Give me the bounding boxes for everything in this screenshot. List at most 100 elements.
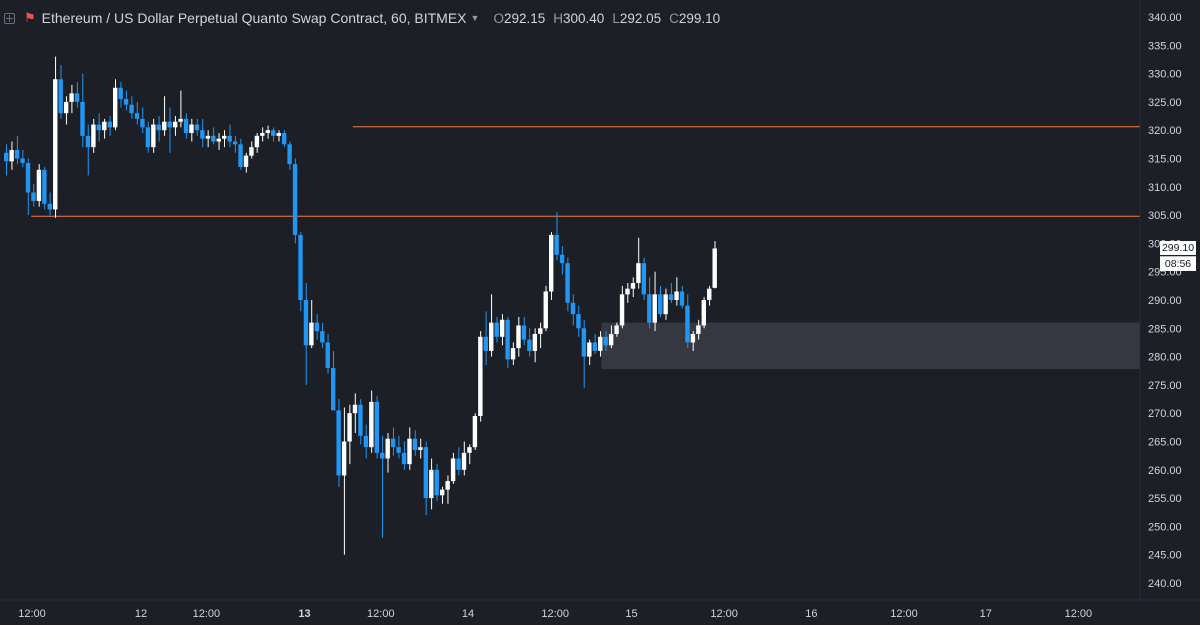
candle	[303, 283, 309, 385]
candle-body	[472, 416, 478, 448]
candle	[156, 116, 161, 142]
candle	[652, 271, 657, 332]
candle	[380, 435, 385, 538]
candle	[510, 342, 516, 366]
price-tick-label: 325.00	[1148, 97, 1182, 109]
expand-icon[interactable]	[4, 12, 15, 24]
candle	[172, 116, 178, 136]
high-label: H	[553, 10, 564, 26]
close-value: 299.10	[678, 10, 721, 26]
candle-body	[211, 135, 216, 142]
candle-body	[679, 291, 685, 306]
candle-body	[641, 263, 647, 295]
candle	[489, 294, 494, 357]
candle	[292, 158, 298, 244]
low-label: L	[612, 10, 620, 26]
candle-body	[123, 99, 129, 105]
candle-body	[630, 283, 636, 289]
candle-body	[516, 325, 521, 349]
candle	[450, 452, 456, 484]
candle	[434, 464, 439, 501]
low-value: 292.05	[619, 10, 662, 26]
candle	[178, 90, 183, 128]
candle	[625, 283, 630, 303]
candle	[331, 350, 336, 411]
candle-body	[113, 87, 118, 128]
candle	[587, 339, 592, 366]
candle	[401, 441, 407, 470]
chart-legend-header: ⚑ Ethereum / US Dollar Perpetual Quanto …	[4, 9, 720, 27]
candle-body	[494, 322, 499, 337]
candle	[581, 319, 587, 388]
candle	[53, 56, 58, 218]
candle-body	[298, 234, 303, 300]
candle-body	[129, 104, 134, 114]
candle-body	[608, 333, 614, 346]
time-tick-label: 14	[462, 608, 474, 620]
high-value: 300.40	[563, 10, 605, 26]
candle	[532, 328, 538, 363]
candle-body	[178, 118, 183, 122]
candle-body	[614, 325, 619, 334]
candle-body	[91, 124, 96, 148]
candle	[189, 118, 194, 142]
candle	[592, 333, 597, 354]
candles-layer	[4, 56, 717, 555]
candle-body	[527, 339, 532, 351]
candle-body	[276, 133, 281, 136]
candle-body	[292, 164, 298, 235]
candle-body	[238, 144, 243, 167]
candle-body	[36, 169, 42, 201]
price-tick-label: 330.00	[1148, 69, 1182, 81]
time-axis[interactable]: 12:00 12 12:00 13 12:00 14 12:00 15 12:00 16 12:00…	[18, 608, 1092, 620]
candle-body	[658, 294, 663, 315]
candle-body	[538, 328, 543, 334]
candle-body	[118, 87, 123, 100]
candle-body	[652, 294, 657, 323]
ohlc-readout: O292.15 H300.40 L292.05 C299.10	[493, 11, 720, 26]
candle	[543, 285, 548, 332]
candle	[608, 325, 614, 349]
candle-body	[140, 118, 145, 128]
price-tick-label: 280.00	[1148, 352, 1182, 364]
candle	[570, 294, 576, 326]
candle	[96, 113, 102, 142]
candle-body	[412, 438, 418, 450]
time-tick-label: 12:00	[710, 608, 738, 620]
time-tick-label: 16	[805, 608, 817, 620]
candle-body	[690, 333, 696, 343]
candle-body	[42, 169, 47, 204]
candle	[565, 257, 570, 312]
candle	[385, 433, 390, 473]
candle-body	[554, 234, 559, 255]
candle-body	[243, 155, 249, 167]
candle	[494, 316, 499, 343]
candle-body	[172, 121, 178, 128]
price-tick-label: 290.00	[1148, 295, 1182, 307]
candle-body	[102, 121, 107, 131]
candle-body	[85, 135, 91, 148]
candle	[183, 113, 189, 139]
candle-body	[456, 458, 461, 470]
candle	[614, 322, 619, 337]
candle	[559, 246, 565, 275]
candle	[118, 82, 123, 108]
symbol-title[interactable]: Ethereum / US Dollar Perpetual Quanto Sw…	[41, 10, 467, 26]
candle-body	[478, 336, 483, 417]
chevron-down-icon[interactable]: ▼	[470, 13, 480, 23]
candle	[42, 166, 47, 210]
candle-body	[205, 135, 211, 139]
candle-body	[505, 319, 510, 360]
price-axis[interactable]: 340.00 335.00 330.00 325.00 320.00 315.00 310.…	[1148, 12, 1182, 590]
candle-body	[162, 121, 167, 131]
price-tick-label: 260.00	[1148, 465, 1182, 477]
candle	[25, 158, 31, 216]
candle	[9, 141, 14, 170]
candle-body	[69, 93, 74, 102]
price-tick-label: 245.00	[1148, 550, 1182, 562]
candle-body	[254, 135, 260, 148]
time-tick-label: 15	[625, 608, 637, 620]
candle	[298, 232, 303, 312]
